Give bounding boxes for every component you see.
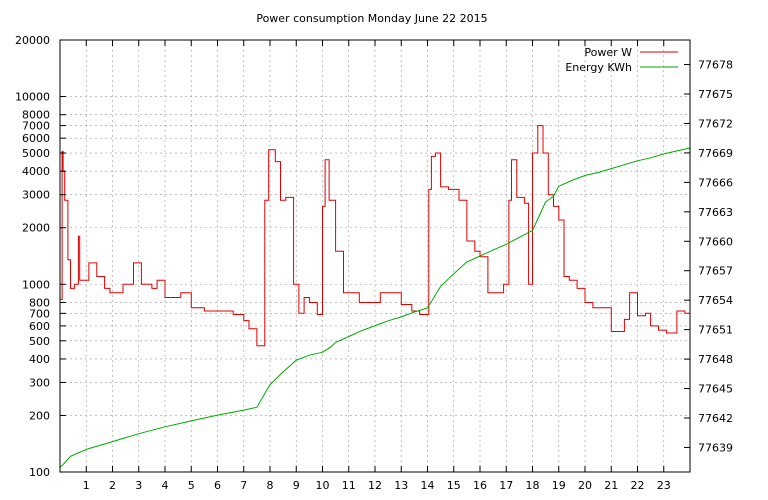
y-right-tick-label: 77675 (698, 88, 733, 101)
y-left-tick-label: 400 (29, 353, 50, 366)
x-tick-label: 7 (240, 479, 247, 492)
y-left-tick-label: 1000 (22, 278, 50, 291)
x-tick-label: 2 (109, 479, 116, 492)
y-left-tick-label: 2000 (22, 222, 50, 235)
series-layer (59, 125, 691, 468)
x-tick-label: 19 (552, 479, 566, 492)
axis-ticks: 1 2 3 4 5 6 7 8 9 10 11 12 13 14 15 16 17 18 19 20 21 22 23100… (15, 34, 733, 492)
y-left-tick-label: 6000 (22, 132, 50, 145)
series-line-power (60, 125, 690, 347)
x-tick-label: 15 (447, 479, 461, 492)
x-tick-label: 22 (631, 479, 645, 492)
x-tick-label: 3 (135, 479, 142, 492)
y-left-tick-label: 500 (29, 335, 50, 348)
x-tick-label: 9 (293, 479, 300, 492)
y-right-tick-label: 77648 (698, 353, 733, 366)
x-tick-label: 10 (316, 479, 330, 492)
series-line-energy (59, 147, 691, 468)
y-left-tick-label: 4000 (22, 165, 50, 178)
legend: Power W Energy KWh (565, 46, 678, 74)
y-left-tick-label: 8000 (22, 109, 50, 122)
y-left-tick-label: 300 (29, 376, 50, 389)
x-tick-label: 20 (578, 479, 592, 492)
x-tick-label: 14 (421, 479, 435, 492)
x-tick-label: 16 (473, 479, 487, 492)
x-tick-label: 8 (267, 479, 274, 492)
x-tick-label: 17 (499, 479, 513, 492)
y-left-tick-label: 5000 (22, 147, 50, 160)
y-right-tick-label: 77678 (698, 59, 733, 72)
y-left-tick-label: 3000 (22, 189, 50, 202)
x-tick-label: 23 (657, 479, 671, 492)
x-tick-label: 11 (342, 479, 356, 492)
y-right-tick-label: 77645 (698, 383, 733, 396)
x-tick-label: 13 (394, 479, 408, 492)
legend-label: Energy KWh (565, 61, 632, 74)
x-tick-label: 5 (188, 479, 195, 492)
y-left-tick-label: 600 (29, 320, 50, 333)
x-tick-label: 12 (368, 479, 382, 492)
grid-lines (60, 40, 690, 472)
x-tick-label: 21 (604, 479, 618, 492)
y-right-tick-label: 77666 (698, 176, 733, 189)
y-left-tick-label: 7000 (22, 120, 50, 133)
y-right-tick-label: 77660 (698, 235, 733, 248)
y-right-tick-label: 77672 (698, 117, 733, 130)
y-right-tick-label: 77657 (698, 265, 733, 278)
y-left-tick-label: 800 (29, 296, 50, 309)
chart-title: Power consumption Monday June 22 2015 (256, 12, 487, 25)
legend-label: Power W (584, 46, 632, 59)
y-left-tick-label: 700 (29, 307, 50, 320)
y-right-tick-label: 77639 (698, 441, 733, 454)
x-tick-label: 6 (214, 479, 221, 492)
y-right-tick-label: 77654 (698, 294, 733, 307)
y-left-tick-label: 10000 (15, 91, 50, 104)
y-right-tick-label: 77669 (698, 147, 733, 160)
x-tick-label: 18 (526, 479, 540, 492)
x-tick-label: 1 (83, 479, 90, 492)
y-right-tick-label: 77651 (698, 324, 733, 337)
x-tick-label: 4 (162, 479, 169, 492)
y-left-tick-label: 100 (29, 466, 50, 479)
y-right-tick-label: 77663 (698, 206, 733, 219)
y-left-tick-label: 20000 (15, 34, 50, 47)
y-right-tick-label: 77642 (698, 412, 733, 425)
y-left-tick-label: 200 (29, 409, 50, 422)
